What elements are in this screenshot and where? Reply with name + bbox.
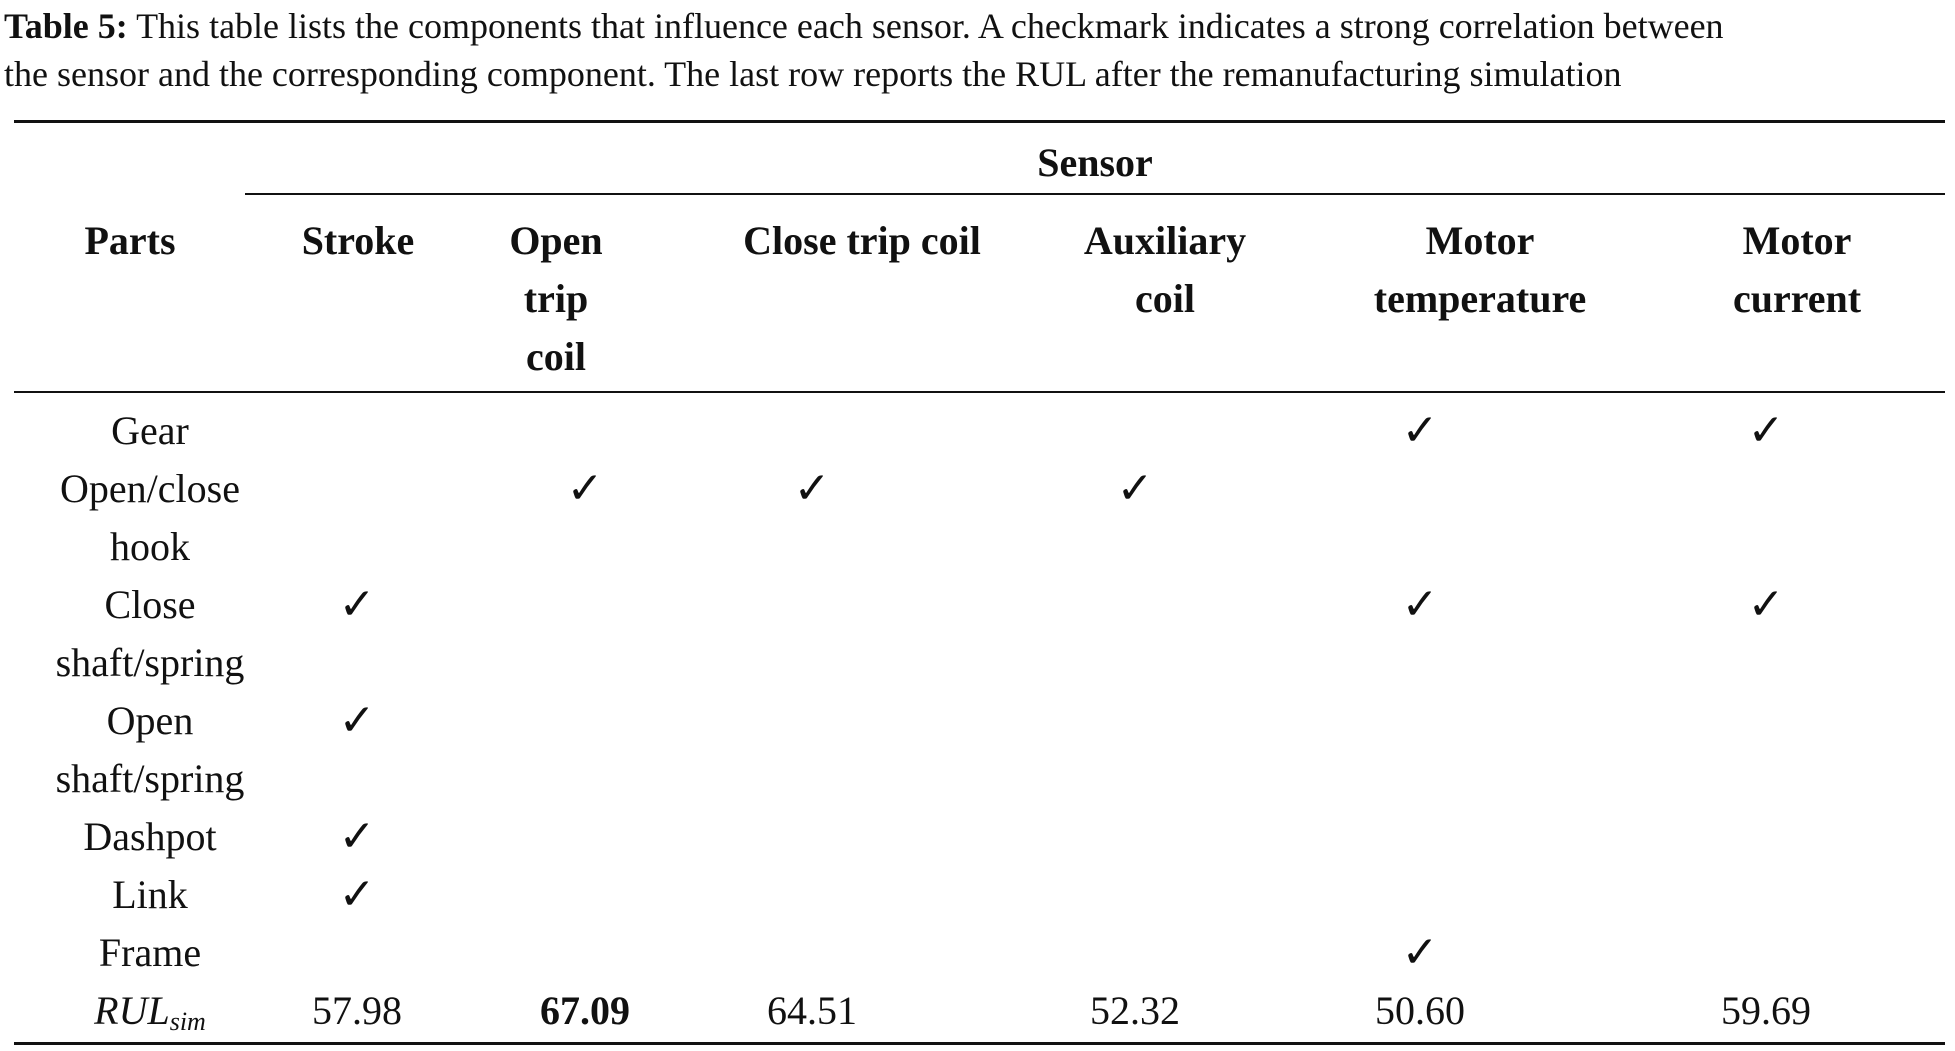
part-label-line-2: shaft/spring — [55, 640, 245, 685]
sensor-group-header: Sensor — [1037, 140, 1153, 185]
column-header-4-line-2: coil — [1135, 276, 1195, 321]
rul-value: 57.98 — [312, 988, 402, 1033]
checkmark-icon: ✓ — [1401, 405, 1439, 456]
caption-line-2: the sensor and the corresponding compone… — [4, 54, 1622, 94]
rul-sim-label: RULsim — [20, 982, 280, 1051]
rul-value: 50.60 — [1375, 988, 1465, 1033]
header-bottom-rule — [14, 391, 1945, 393]
rul-value: 52.32 — [1090, 988, 1180, 1033]
part-label-line-2: shaft/spring — [55, 756, 245, 801]
checkmark-icon: ✓ — [793, 463, 831, 514]
rul-value: 59.69 — [1721, 988, 1811, 1033]
checkmark-icon: ✓ — [1747, 579, 1785, 630]
part-label-line-1: Gear — [111, 408, 189, 453]
checkmark-icon: ✓ — [338, 811, 376, 862]
column-header-4-line-1: Auxiliary — [1083, 218, 1247, 263]
part-label-line-1: Open/close — [60, 466, 240, 511]
column-header-6-line-2: current — [1732, 276, 1862, 321]
column-header-5-line-1: Motor — [1425, 218, 1535, 263]
rul-value: 67.09 — [540, 988, 630, 1033]
column-header-2-line-2: trip — [523, 276, 589, 321]
column-header-5-line-2: temperature — [1373, 276, 1587, 321]
table-caption: Table 5: This table lists the components… — [4, 2, 1954, 98]
checkmark-icon: ✓ — [1116, 463, 1154, 514]
checkmark-icon: ✓ — [338, 695, 376, 746]
rul-label-main: RUL — [94, 988, 170, 1033]
part-label-line-1: Close — [104, 582, 196, 627]
column-header-6-line-1: Motor — [1742, 218, 1852, 263]
caption-text-1: This table lists the components that inf… — [136, 6, 1724, 46]
bottom-rule — [14, 1042, 1945, 1045]
column-header-2-line-1: Open — [509, 218, 603, 263]
top-rule — [14, 120, 1945, 123]
caption-line-1: Table 5: This table lists the components… — [4, 2, 1954, 50]
rul-label-subscript: sim — [169, 1007, 206, 1036]
checkmark-icon: ✓ — [338, 869, 376, 920]
part-label-line-2: hook — [110, 524, 190, 569]
column-header-3-line-1: Close trip coil — [743, 218, 981, 263]
part-label-line-1: Open — [106, 698, 194, 743]
sensor-group-rule — [245, 193, 1945, 195]
part-label-line-1: Dashpot — [83, 814, 217, 859]
part-label-line-1: Link — [112, 872, 188, 917]
rul-value: 64.51 — [767, 988, 857, 1033]
checkmark-icon: ✓ — [1401, 579, 1439, 630]
parts-header: Parts — [84, 218, 176, 263]
part-label-line-1: Frame — [98, 930, 202, 975]
checkmark-icon: ✓ — [1747, 405, 1785, 456]
checkmark-icon: ✓ — [338, 579, 376, 630]
checkmark-icon: ✓ — [566, 463, 604, 514]
column-header-2-line-3: coil — [526, 334, 586, 379]
checkmark-icon: ✓ — [1401, 927, 1439, 978]
column-header-1-line-1: Stroke — [301, 218, 415, 263]
caption-label: Table 5: — [4, 6, 128, 46]
